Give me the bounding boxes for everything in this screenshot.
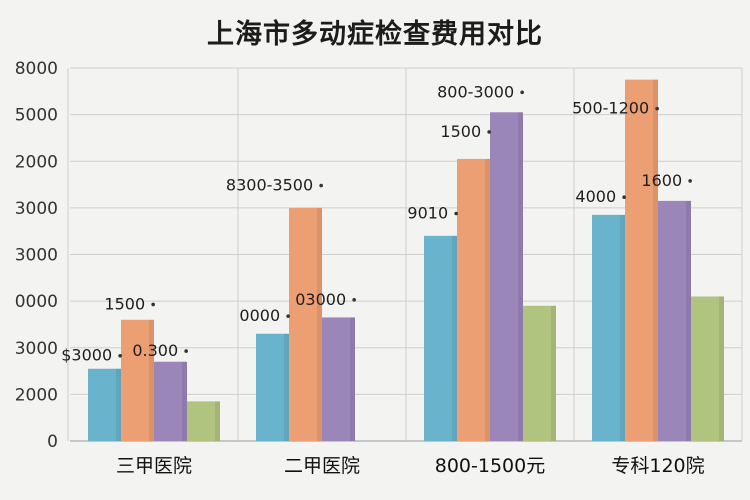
bar-shade [215, 401, 220, 441]
x-tick-label: 800-1500元 [435, 455, 545, 477]
data-label: 500-1200 [572, 99, 649, 118]
data-label: $3000 [61, 346, 112, 365]
data-label-marker [118, 353, 122, 358]
bar-shade [719, 296, 724, 441]
data-label: 1600 [641, 171, 682, 190]
data-label-marker [688, 179, 692, 183]
data-label: 4000 [575, 187, 616, 206]
bar [490, 112, 523, 441]
bar-shade [686, 200, 691, 441]
bar-shade [551, 305, 556, 441]
data-label-marker [622, 195, 626, 200]
data-label: 0.300 [132, 341, 178, 360]
chart-title: 上海市多动症检查费用对比 [207, 19, 543, 50]
bar-shade [149, 319, 154, 441]
bar [88, 368, 121, 441]
bar-shade [653, 79, 658, 441]
bar-shade [452, 235, 457, 441]
y-tick-label: 2000 [15, 152, 58, 172]
data-label-marker [655, 106, 659, 111]
bar [625, 79, 658, 441]
bar-shade [284, 333, 289, 441]
data-label: 9010 [407, 204, 448, 223]
y-tick-label: 3000 [15, 339, 58, 359]
data-label-marker [319, 183, 323, 188]
bar-shade [317, 207, 322, 441]
bar-shade [485, 158, 490, 441]
bar-shade [620, 214, 625, 441]
bar [424, 235, 457, 441]
data-label-marker [352, 297, 356, 302]
y-tick-label: 0000 [15, 292, 58, 312]
data-label: 800-3000 [437, 82, 514, 101]
y-tick-label: 3000 [15, 199, 58, 219]
data-label: 1500 [104, 294, 145, 313]
bar [187, 401, 220, 441]
data-label: 03000 [295, 290, 346, 309]
bar-shade [350, 317, 355, 441]
x-tick-label: 二甲医院 [284, 455, 360, 477]
y-tick-label: 0 [47, 432, 58, 452]
bar [523, 305, 556, 441]
y-tick-label: 5000 [15, 106, 58, 126]
bar [658, 200, 691, 441]
bar [592, 214, 625, 441]
x-tick-label: 专科120院 [611, 455, 704, 477]
data-label: 1500 [440, 122, 481, 141]
bar-shade [182, 361, 187, 441]
data-label: 8300-3500 [226, 176, 313, 195]
y-tick-label: 2000 [15, 385, 58, 405]
bar [457, 158, 490, 441]
bar-shade [116, 368, 121, 441]
data-label-marker [286, 314, 290, 318]
data-label-marker [520, 90, 524, 95]
bar [256, 333, 289, 441]
bar-shade [518, 112, 523, 441]
data-label-marker [184, 349, 188, 353]
y-tick-label: 8000 [15, 59, 58, 79]
bar [322, 317, 355, 441]
bar [121, 319, 154, 441]
data-label-marker [151, 302, 155, 307]
bar [691, 296, 724, 441]
data-label: 0000 [239, 306, 280, 325]
data-label-marker [454, 211, 458, 216]
y-tick-label: 3000 [15, 246, 58, 266]
bar [154, 361, 187, 441]
x-tick-label: 三甲医院 [116, 455, 192, 477]
data-label-marker [487, 130, 491, 134]
bar [289, 207, 322, 441]
